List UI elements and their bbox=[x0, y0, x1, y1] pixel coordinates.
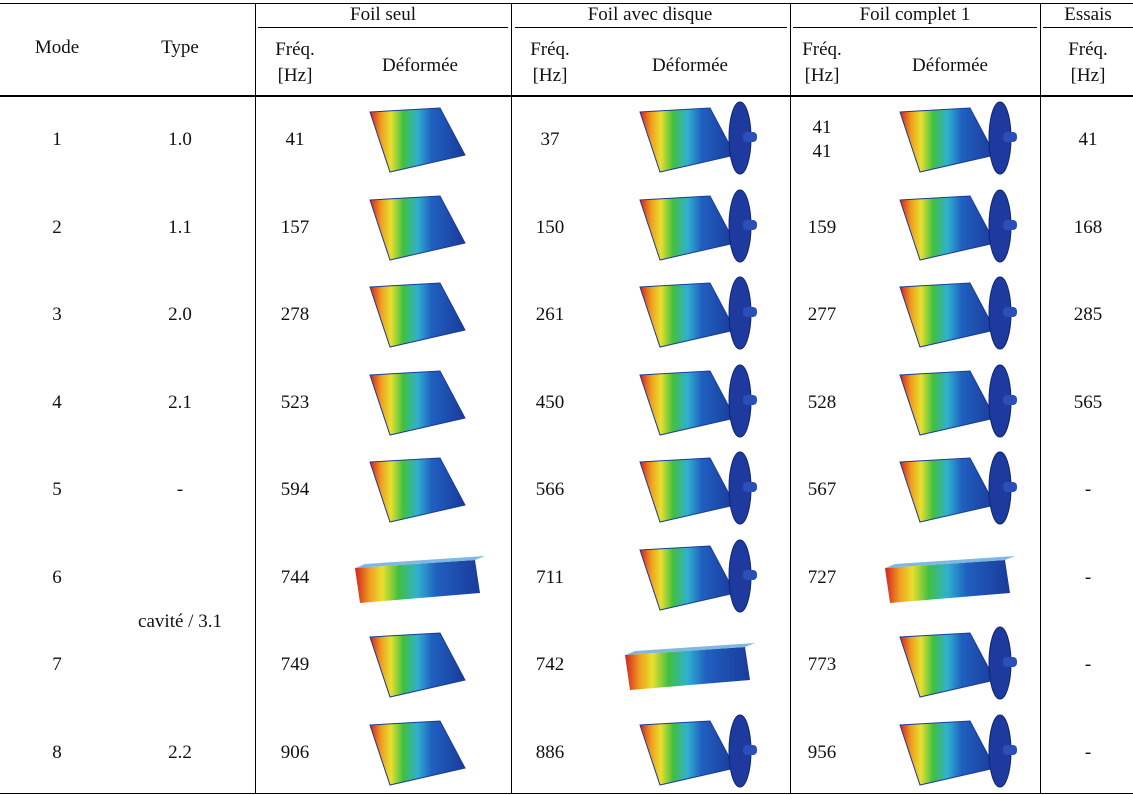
column-header: Mode bbox=[34, 37, 80, 58]
mode-shape bbox=[899, 451, 1017, 525]
freq-cell: 150 bbox=[535, 216, 565, 238]
freq-cell: 41 bbox=[812, 141, 832, 162]
column-header: Déformée bbox=[652, 55, 728, 76]
mode-shape bbox=[639, 364, 757, 437]
freq-cell: 157 bbox=[280, 216, 310, 238]
freq-cell: 450 bbox=[535, 391, 565, 413]
freq-cell: 567 bbox=[807, 479, 837, 500]
freq-cell: 41 bbox=[812, 117, 832, 138]
freq-cell: 278 bbox=[280, 304, 310, 325]
rule bbox=[0, 95, 1133, 97]
column-header: Type bbox=[161, 37, 199, 58]
column-header: Fréq. [Hz] bbox=[530, 39, 570, 86]
mode-shape bbox=[369, 457, 466, 523]
freq-cell: 727 bbox=[807, 566, 837, 588]
freq-cell: 906 bbox=[280, 741, 310, 763]
freq-cell: 742 bbox=[535, 654, 565, 675]
freq-cell: 744 bbox=[280, 566, 310, 588]
freq-cell: 168 bbox=[1073, 216, 1103, 238]
mode-shape bbox=[369, 107, 466, 173]
mode-shape bbox=[369, 194, 466, 261]
group-header: Essais bbox=[1064, 4, 1112, 25]
rule bbox=[255, 3, 256, 793]
mode-cell: 6 bbox=[52, 566, 62, 588]
mode-cell: 5 bbox=[52, 479, 62, 500]
column-header: Déformée bbox=[912, 55, 988, 76]
freq-cell: 277 bbox=[807, 304, 837, 325]
freq-cell: - bbox=[1084, 654, 1092, 675]
type-cell: - bbox=[176, 479, 184, 500]
group-header: Foil seul bbox=[350, 4, 416, 25]
type-cell: 1.1 bbox=[168, 216, 192, 238]
rule bbox=[515, 27, 787, 28]
rule bbox=[1040, 3, 1041, 793]
rule bbox=[511, 3, 512, 793]
mode-shape bbox=[639, 101, 757, 175]
mode-shape bbox=[369, 719, 466, 786]
freq-cell: 41 bbox=[285, 129, 305, 150]
mode-cell: 8 bbox=[52, 741, 62, 763]
mode-cell: 2 bbox=[52, 216, 62, 238]
rule bbox=[258, 27, 508, 28]
freq-cell: 37 bbox=[540, 129, 560, 150]
freq-cell: 261 bbox=[535, 304, 565, 325]
mode-shape bbox=[899, 714, 1017, 787]
column-header: Fréq. [Hz] bbox=[1068, 39, 1108, 86]
freq-cell: 594 bbox=[280, 479, 310, 500]
freq-cell: 773 bbox=[807, 654, 837, 675]
type-cell: 2.1 bbox=[168, 391, 192, 413]
mode-shape bbox=[355, 555, 485, 603]
type-cell: 2.2 bbox=[168, 741, 192, 763]
mode-cell: 1 bbox=[52, 129, 62, 150]
freq-cell: 565 bbox=[1073, 391, 1103, 413]
freq-cell: - bbox=[1084, 479, 1092, 500]
freq-cell: 523 bbox=[280, 391, 310, 413]
rule bbox=[0, 793, 1133, 794]
column-header: Déformée bbox=[382, 55, 458, 76]
freq-cell: 886 bbox=[535, 741, 565, 763]
mode-shape bbox=[899, 626, 1017, 700]
freq-cell: - bbox=[1084, 566, 1092, 588]
group-header: Foil complet 1 bbox=[859, 4, 971, 25]
mode-shape bbox=[639, 276, 757, 350]
freq-cell: - bbox=[1084, 741, 1092, 763]
rule bbox=[790, 3, 791, 793]
mode-shape bbox=[885, 555, 1015, 603]
freq-cell: 285 bbox=[1073, 304, 1103, 325]
type-cell: 2.0 bbox=[168, 304, 192, 325]
freq-cell: 159 bbox=[807, 216, 837, 238]
freq-cell: 41 bbox=[1078, 129, 1098, 150]
mode-shape bbox=[899, 101, 1017, 175]
type-cell: cavité / 3.1 bbox=[138, 610, 222, 632]
freq-cell: 711 bbox=[536, 566, 564, 588]
mode-cell: 7 bbox=[52, 654, 62, 675]
mode-shape bbox=[899, 364, 1017, 437]
rule bbox=[793, 27, 1037, 28]
type-cell: 1.0 bbox=[168, 129, 192, 150]
column-header: Fréq. [Hz] bbox=[275, 39, 315, 86]
freq-cell: 528 bbox=[807, 391, 837, 413]
column-header: Fréq. [Hz] bbox=[802, 39, 842, 86]
mode-shape bbox=[639, 714, 757, 787]
mode-cell: 4 bbox=[52, 391, 62, 413]
mode-shape bbox=[369, 632, 466, 698]
freq-cell: 566 bbox=[535, 479, 565, 500]
mode-shape bbox=[639, 189, 757, 262]
mode-shape bbox=[899, 189, 1017, 262]
mode-shape bbox=[899, 276, 1017, 350]
rule bbox=[0, 3, 1133, 4]
mode-cell: 3 bbox=[52, 304, 62, 325]
mode-shape bbox=[625, 643, 755, 690]
mode-shape bbox=[639, 451, 757, 525]
mode-shape bbox=[639, 539, 757, 612]
group-header: Foil avec disque bbox=[587, 4, 713, 25]
freq-cell: 749 bbox=[280, 654, 310, 675]
mode-shape bbox=[369, 369, 466, 436]
rule bbox=[1043, 27, 1133, 28]
freq-cell: 956 bbox=[807, 741, 837, 763]
mode-shape bbox=[369, 282, 466, 348]
